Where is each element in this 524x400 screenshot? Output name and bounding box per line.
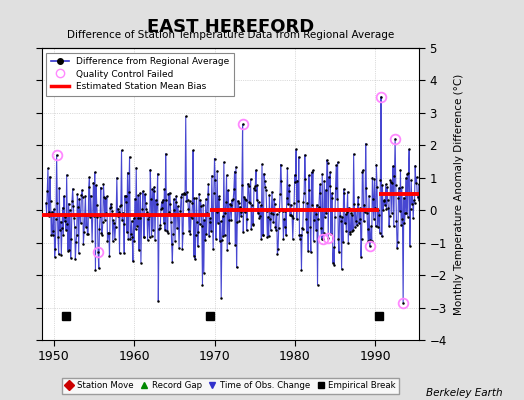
Legend: Difference from Regional Average, Quality Control Failed, Estimated Station Mean: Difference from Regional Average, Qualit… <box>47 52 234 96</box>
Text: Berkeley Earth: Berkeley Earth <box>427 388 503 398</box>
Text: Difference of Station Temperature Data from Regional Average: Difference of Station Temperature Data f… <box>67 30 394 40</box>
Y-axis label: Monthly Temperature Anomaly Difference (°C): Monthly Temperature Anomaly Difference (… <box>454 73 464 315</box>
Legend: Station Move, Record Gap, Time of Obs. Change, Empirical Break: Station Move, Record Gap, Time of Obs. C… <box>62 378 399 394</box>
Text: EAST HEREFORD: EAST HEREFORD <box>147 18 314 36</box>
